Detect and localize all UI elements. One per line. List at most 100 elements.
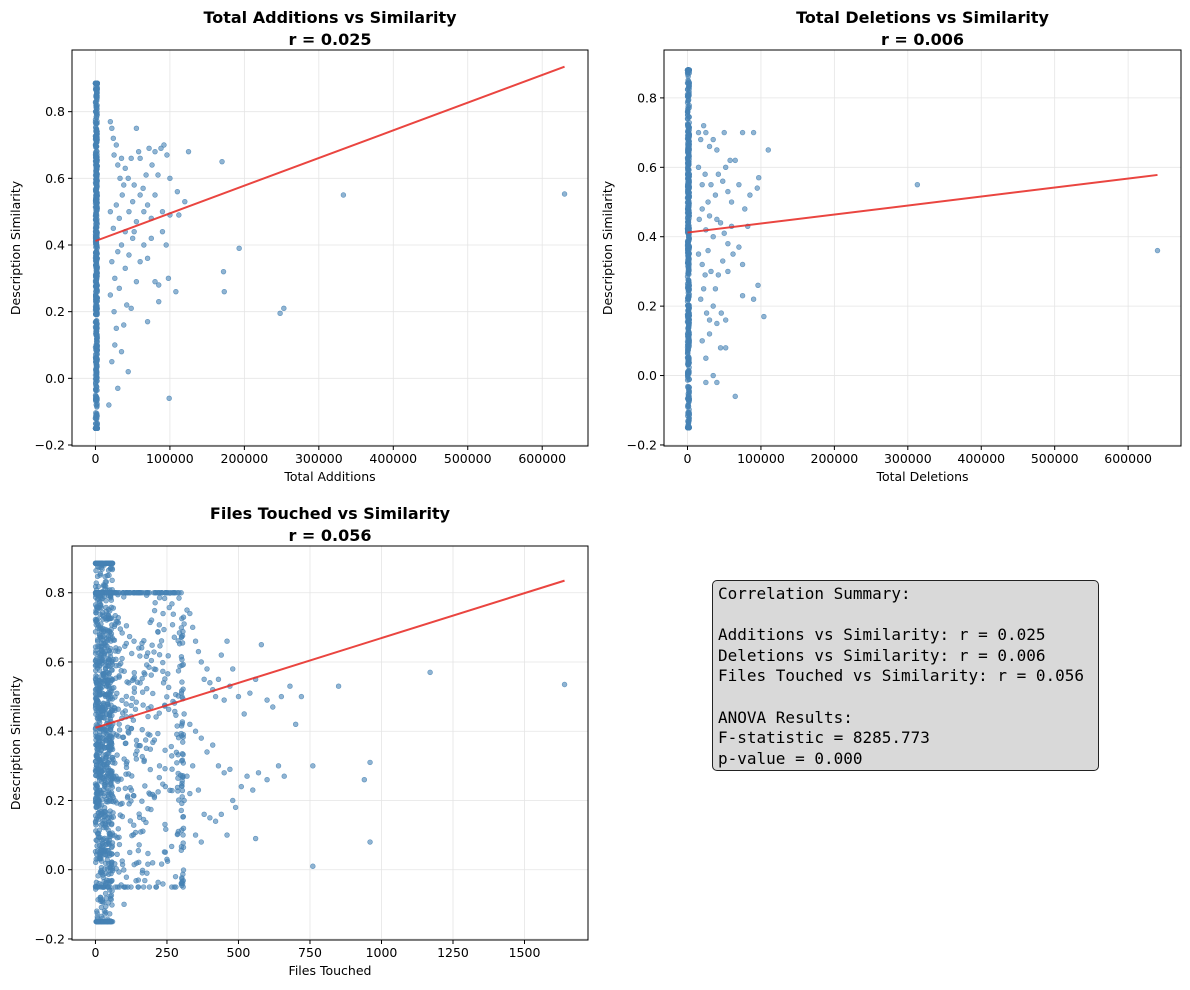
data-point xyxy=(107,118,114,125)
data-point xyxy=(710,136,716,143)
data-point xyxy=(727,157,733,164)
data-point xyxy=(187,721,193,728)
data-point xyxy=(100,731,107,738)
data-point xyxy=(686,104,692,111)
data-point xyxy=(144,202,151,208)
data-point xyxy=(93,822,99,828)
data-point xyxy=(129,235,136,242)
data-point xyxy=(720,178,726,184)
data-point xyxy=(122,265,128,272)
data-point xyxy=(215,676,222,682)
data-point xyxy=(155,789,161,795)
data-point xyxy=(108,739,115,745)
data-point xyxy=(129,695,135,702)
data-point xyxy=(93,859,99,865)
data-point xyxy=(125,368,131,375)
y-tick-label: 0.2 xyxy=(637,299,657,314)
x-tick-label: 0 xyxy=(91,451,99,466)
data-point xyxy=(220,268,227,275)
data-point xyxy=(131,822,137,828)
data-point xyxy=(94,88,100,95)
data-point xyxy=(95,692,101,698)
data-point xyxy=(145,805,151,812)
data-point xyxy=(94,606,101,612)
data-point xyxy=(717,345,724,351)
data-point xyxy=(163,242,169,248)
summary-files-touched: Files Touched vs Similarity: r = 0.056 xyxy=(718,666,1085,686)
data-point xyxy=(110,225,117,232)
data-point xyxy=(235,693,242,700)
data-point xyxy=(178,634,185,640)
scatter-points xyxy=(684,67,1161,431)
data-point xyxy=(103,848,109,854)
data-point xyxy=(94,374,100,381)
data-point xyxy=(700,122,707,129)
data-point xyxy=(98,913,104,920)
data-point xyxy=(110,637,117,643)
data-point xyxy=(136,811,142,817)
x-tick-label: 500000 xyxy=(444,451,492,466)
data-point xyxy=(123,874,130,880)
data-point xyxy=(131,689,138,695)
data-point xyxy=(722,345,729,351)
data-point xyxy=(109,258,115,265)
data-point xyxy=(107,893,113,899)
data-point xyxy=(221,697,227,703)
data-point xyxy=(98,904,105,911)
data-point xyxy=(137,155,143,162)
data-point xyxy=(699,206,705,212)
data-point xyxy=(169,622,176,628)
data-point xyxy=(218,811,225,818)
data-point xyxy=(139,798,145,804)
data-point xyxy=(147,766,153,773)
data-point xyxy=(131,638,137,644)
data-point xyxy=(685,238,691,244)
data-point xyxy=(703,355,709,361)
data-point xyxy=(126,633,133,640)
data-point xyxy=(104,590,110,596)
data-point xyxy=(275,763,282,769)
data-point xyxy=(141,242,147,248)
y-tick-label: 0.4 xyxy=(637,229,657,244)
y-tick-label: 0.8 xyxy=(45,104,65,119)
data-point xyxy=(143,172,149,178)
data-point xyxy=(173,712,179,718)
data-point xyxy=(95,873,101,879)
data-point xyxy=(107,808,113,814)
data-point xyxy=(118,668,124,674)
data-point xyxy=(149,860,156,866)
data-point xyxy=(97,560,104,567)
data-point xyxy=(113,590,119,596)
data-point xyxy=(140,884,147,890)
chart-deletions: 0 100000 200000 300000 400000 500000 600000 −0.… xyxy=(600,8,1182,484)
summary-heading: Correlation Summary: xyxy=(718,584,911,603)
data-point xyxy=(151,607,158,614)
data-point xyxy=(725,268,731,275)
y-tick-label: 0.6 xyxy=(637,160,657,175)
y-tick-label: −0.2 xyxy=(35,438,65,453)
x-tick-label: 300000 xyxy=(295,451,343,466)
data-point xyxy=(123,740,129,746)
data-point xyxy=(149,791,156,798)
data-point xyxy=(739,261,746,268)
y-tick-label: −0.2 xyxy=(627,437,657,452)
data-point xyxy=(112,612,118,619)
data-point xyxy=(99,769,105,775)
data-point xyxy=(97,847,104,853)
data-point xyxy=(130,792,137,799)
data-point xyxy=(156,652,163,658)
data-point xyxy=(136,842,142,848)
data-point xyxy=(93,617,100,623)
data-point xyxy=(361,776,368,783)
scatter-points xyxy=(92,80,568,432)
data-point xyxy=(174,590,180,596)
anova-heading: ANOVA Results: xyxy=(718,707,853,727)
data-point xyxy=(720,258,726,264)
data-point xyxy=(699,261,705,268)
data-point xyxy=(198,839,204,845)
data-point xyxy=(258,641,265,648)
data-point xyxy=(111,684,117,691)
data-point xyxy=(685,156,691,162)
x-tick-label: 0 xyxy=(684,451,692,466)
data-point xyxy=(1154,247,1161,254)
